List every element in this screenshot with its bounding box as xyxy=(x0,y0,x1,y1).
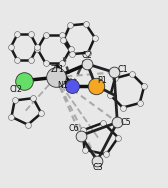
Text: C6: C6 xyxy=(69,124,79,133)
Point xyxy=(94,84,97,87)
Point xyxy=(44,33,47,36)
Point xyxy=(86,62,89,65)
Point xyxy=(131,72,133,75)
Point xyxy=(113,71,115,74)
Text: Cl2: Cl2 xyxy=(9,84,22,93)
Point xyxy=(102,121,105,124)
Point xyxy=(40,112,43,115)
Point xyxy=(23,79,25,82)
Point xyxy=(61,33,64,36)
Point xyxy=(96,159,99,162)
Text: N1: N1 xyxy=(57,81,68,90)
Point xyxy=(9,46,12,49)
Point xyxy=(79,134,82,137)
Point xyxy=(16,59,19,62)
Point xyxy=(10,115,13,118)
Point xyxy=(81,129,84,132)
Point xyxy=(62,39,65,42)
Point xyxy=(44,62,47,65)
Point xyxy=(13,99,16,102)
Point xyxy=(29,33,32,36)
Point xyxy=(93,36,96,39)
Point xyxy=(27,123,29,126)
Point xyxy=(114,77,116,80)
Point xyxy=(84,22,87,25)
Text: C5: C5 xyxy=(120,118,131,127)
Point xyxy=(87,51,89,54)
Text: C2: C2 xyxy=(82,51,93,60)
Text: P1: P1 xyxy=(97,76,107,85)
Point xyxy=(71,53,74,56)
Point xyxy=(61,62,64,65)
Text: Zr1: Zr1 xyxy=(50,64,64,74)
Point xyxy=(117,136,119,139)
Point xyxy=(54,76,57,79)
Point xyxy=(16,33,19,36)
Point xyxy=(83,148,86,151)
Point xyxy=(69,24,71,27)
Point xyxy=(32,97,34,100)
Point xyxy=(138,102,141,105)
Point xyxy=(105,153,108,156)
Point xyxy=(36,46,39,49)
Point xyxy=(109,94,112,97)
Point xyxy=(143,85,145,88)
Point xyxy=(29,59,32,62)
Point xyxy=(71,84,74,87)
Point xyxy=(36,48,39,51)
Text: C1: C1 xyxy=(117,64,128,74)
Text: C3: C3 xyxy=(92,163,103,172)
Point xyxy=(69,48,72,51)
Point xyxy=(116,121,119,124)
Point xyxy=(121,106,124,109)
